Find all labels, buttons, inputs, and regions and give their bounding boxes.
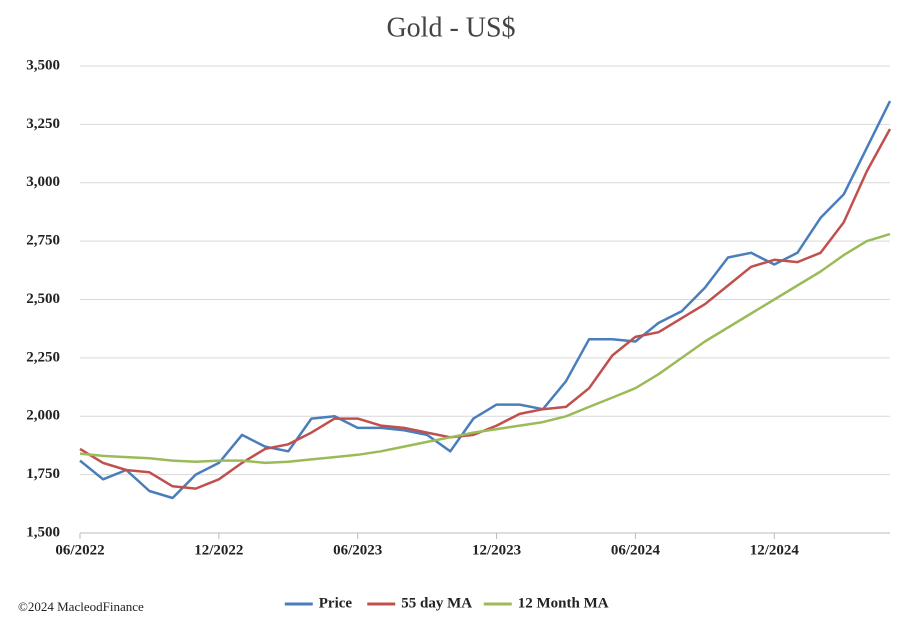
- x-tick-label: 12/2022: [194, 542, 243, 558]
- y-tick-label: 2,750: [26, 233, 60, 249]
- x-tick-label: 12/2023: [472, 542, 521, 558]
- x-tick-label: 12/2024: [750, 542, 800, 558]
- x-tick-label: 06/2023: [333, 542, 382, 558]
- x-tick-label: 06/2024: [611, 542, 661, 558]
- y-tick-label: 3,500: [26, 57, 60, 73]
- y-tick-label: 1,500: [26, 524, 60, 540]
- legend-label: 55 day MA: [401, 595, 472, 611]
- series-line: [79, 100, 892, 500]
- y-tick-label: 2,500: [26, 291, 60, 307]
- series-line: [79, 232, 891, 465]
- chart-title: Gold - US$: [386, 12, 515, 43]
- legend-label: 12 Month MA: [518, 595, 609, 611]
- y-tick-label: 3,250: [26, 116, 60, 132]
- y-tick-label: 2,000: [26, 408, 60, 424]
- footer: ©2024 MacleodFinance: [18, 599, 144, 614]
- y-tick-label: 3,000: [26, 174, 60, 190]
- x-tick-label: 06/2022: [55, 542, 104, 558]
- y-tick-label: 2,250: [26, 349, 60, 365]
- y-tick-label: 1,750: [26, 466, 60, 482]
- legend-label: Price: [319, 595, 353, 611]
